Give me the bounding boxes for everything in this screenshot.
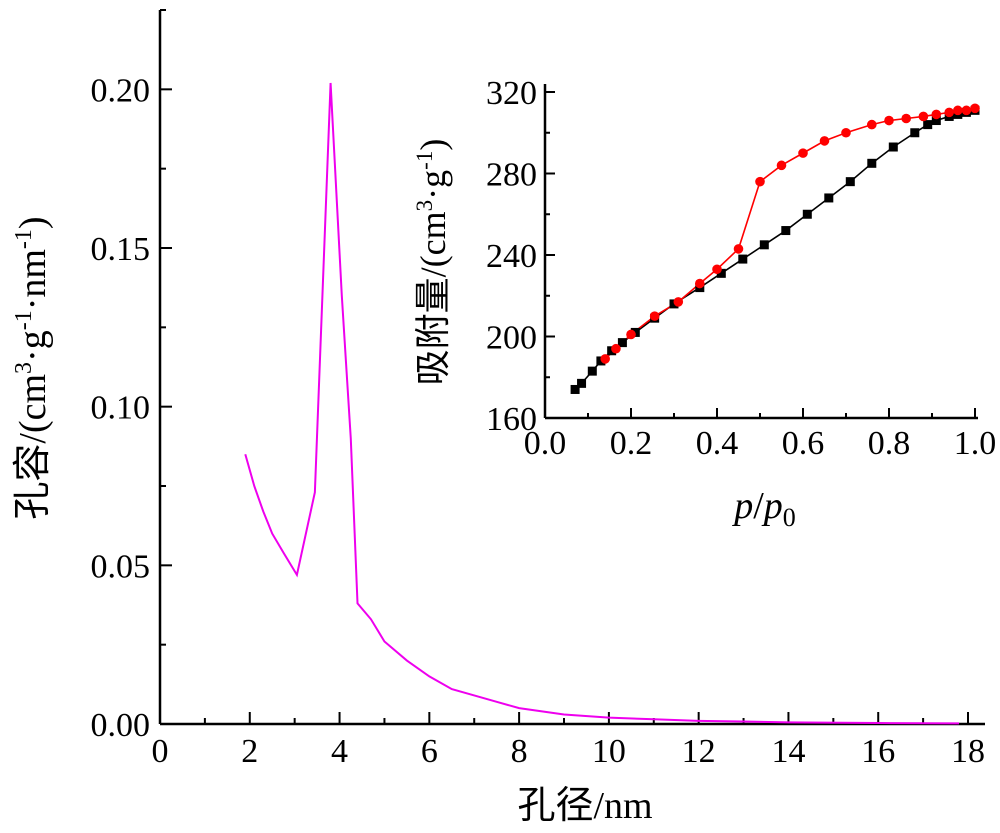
main-y-tick-label: 0.10	[91, 390, 151, 427]
inset-desorption-point	[712, 264, 722, 275]
inset-adsorption-point	[759, 240, 769, 250]
inset-adsorption-point	[617, 338, 627, 348]
main-y-tick-label: 0.05	[91, 548, 151, 585]
inset-x-tick-label: 0.4	[696, 425, 739, 462]
inset-y-title-part: )	[413, 139, 453, 151]
inset-desorption-point	[901, 113, 911, 124]
inset-adsorption-point	[802, 209, 812, 219]
inset-series	[570, 103, 980, 394]
inset-x-title-sub: 0	[783, 503, 796, 532]
main-x-tick-label: 18	[951, 733, 985, 770]
inset-x-title-p: p	[731, 485, 753, 527]
inset-x-tick-label: 0.2	[610, 425, 653, 462]
main-series-line	[244, 82, 960, 725]
inset-desorption-point	[918, 111, 929, 122]
inset-x-tick-label: 0.8	[868, 425, 911, 462]
inset-desorption-line	[604, 107, 976, 360]
inset-adsorption-point	[570, 384, 580, 394]
inset-desorption-point	[649, 311, 660, 321]
main-x-tick-label: 6	[421, 733, 438, 770]
main-x-tick-label: 12	[682, 733, 716, 770]
inset-y-title-part: ·g	[413, 170, 453, 200]
main-y-title-part: ·nm	[12, 249, 54, 310]
main-y-axis-title: 孔容/(cm3·g-1·nm-1)	[11, 216, 54, 519]
inset-y-title-part: 吸附量/(cm	[413, 211, 453, 385]
inset-desorption-point	[695, 278, 705, 289]
main-y-title-part: )	[12, 216, 54, 229]
main-x-axis-title: 孔径/nm	[517, 785, 652, 827]
inset-desorption-point	[961, 105, 972, 116]
inset-adsorption-point	[910, 128, 920, 138]
main-y-tick-label: 0.15	[91, 231, 151, 268]
main-ticks: 0 2 4 6 8 10 12 14 16 180.000.050.100.150.20	[91, 9, 985, 770]
inset-y-tick-label: 240	[486, 238, 537, 275]
inset-desorption-point	[819, 136, 830, 146]
inset-adsorption-point	[716, 268, 726, 278]
inset-adsorption-point	[931, 116, 941, 126]
inset-desorption-point	[970, 103, 980, 114]
main-x-tick-label: 14	[771, 733, 805, 770]
main-y-tick-label: 0.00	[91, 707, 151, 744]
inset-desorption-point	[953, 105, 963, 116]
main-x-tick-label: 4	[331, 733, 348, 770]
inset-desorption-point	[733, 244, 744, 254]
main-y-title-part: 孔容/(cm	[12, 374, 54, 520]
inset-adsorption-point	[845, 177, 855, 187]
inset-adsorption-point	[888, 142, 898, 152]
inset-desorption-point	[884, 115, 894, 126]
inset-desorption-point	[611, 343, 621, 354]
inset-y-axis-title: 吸附量/(cm3·g-1)	[412, 139, 453, 386]
inset-adsorption-point	[824, 193, 834, 203]
inset-y-tick-label: 160	[486, 401, 537, 438]
main-y-title-sup: 3	[11, 362, 37, 374]
inset-desorption-point	[841, 127, 851, 138]
inset-adsorption-point	[781, 226, 791, 236]
inset-y-tick-label: 320	[486, 75, 537, 112]
inset-desorption-point	[776, 160, 787, 171]
inset-y-title-sup: -1	[412, 151, 437, 170]
inset-desorption-point	[867, 119, 877, 130]
inset-y-tick-label: 280	[486, 157, 537, 194]
main-x-tick-label: 16	[861, 733, 895, 770]
main-pore-size-chart: 0 2 4 6 8 10 12 14 16 180.000.050.100.150.20 孔径/n…	[11, 9, 985, 827]
inset-adsorption-point	[738, 254, 748, 264]
inset-x-tick-label: 0.6	[782, 425, 825, 462]
inset-adsorption-point	[867, 158, 877, 168]
inset-adsorption-point	[923, 120, 933, 130]
main-y-title-sup: -1	[11, 310, 37, 330]
inset-desorption-point	[931, 109, 942, 120]
inset-desorption-point	[673, 297, 684, 307]
main-y-title-sup: -1	[11, 229, 37, 249]
inset-x-title-p0: p	[761, 485, 783, 527]
inset-desorption-point	[626, 329, 636, 340]
inset-x-axis-title: p/p0	[731, 485, 796, 532]
inset-x-tick-label: 1.0	[954, 425, 997, 462]
inset-desorption-point	[755, 176, 765, 187]
inset-adsorption-point	[577, 378, 587, 388]
main-x-tick-label: 8	[511, 733, 528, 770]
inset-x-tick-label: 0.0	[524, 425, 567, 462]
inset-desorption-point	[944, 107, 954, 118]
inset-adsorption-line	[574, 109, 976, 391]
inset-ticks: 0.0 0.2 0.4 0.6 0.8 1.0 160 200 240 280 320	[486, 75, 996, 462]
inset-desorption-point	[600, 354, 610, 364]
main-x-tick-label: 2	[241, 733, 258, 770]
inset-x-title-slash: /	[753, 485, 764, 527]
main-x-tick-label: 10	[592, 733, 626, 770]
inset-adsorption-point	[587, 366, 597, 376]
inset-y-tick-label: 200	[486, 320, 537, 357]
main-y-title-part: ·g	[12, 330, 54, 362]
main-x-tick-label: 0	[152, 733, 169, 770]
inset-desorption-point	[798, 148, 808, 158]
main-y-tick-label: 0.20	[91, 72, 151, 109]
inset-y-title-sup: 3	[412, 200, 437, 212]
